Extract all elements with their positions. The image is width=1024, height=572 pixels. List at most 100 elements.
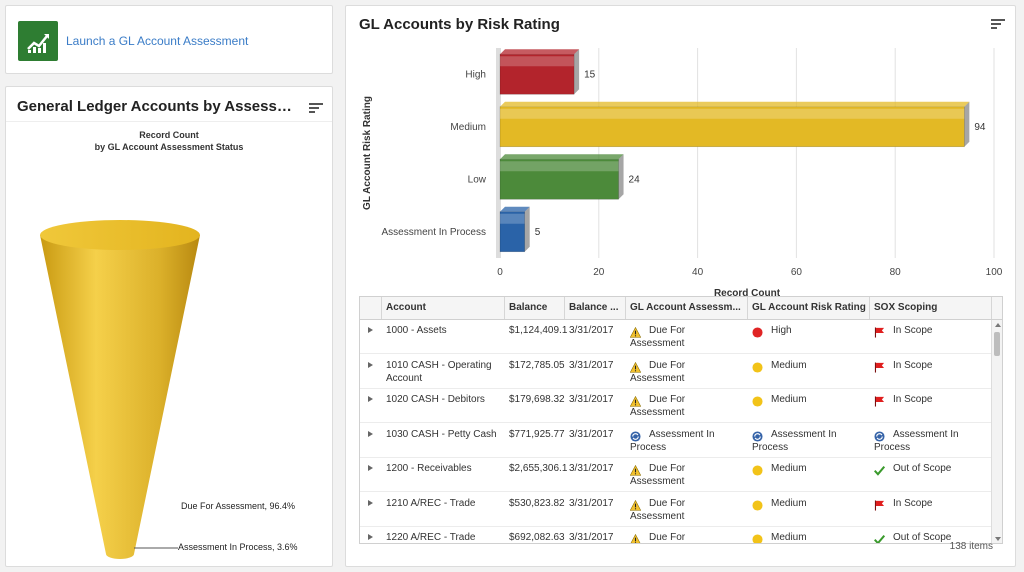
- header-balance[interactable]: Balance: [505, 297, 565, 319]
- expand-row-icon[interactable]: [368, 430, 373, 437]
- header-risk-rating[interactable]: GL Account Risk Rating: [748, 297, 870, 319]
- cell-balance-date: 3/31/2017: [569, 394, 614, 405]
- green-check-icon: [873, 463, 886, 476]
- expand-row-icon[interactable]: [368, 396, 373, 402]
- launch-panel: Launch a GL Account Assessment: [5, 5, 333, 74]
- cell-sox-scoping: Assessment In Process: [874, 428, 959, 453]
- category-label: High: [465, 69, 486, 80]
- menu-icon[interactable]: [309, 103, 323, 115]
- cell-account: 1010 CASH - Operating Account: [386, 359, 492, 384]
- expand-row-icon[interactable]: [368, 499, 373, 506]
- chart-trend-icon[interactable]: [18, 21, 58, 61]
- accounts-grid: Account Balance Balance ... GL Account A…: [359, 296, 1003, 544]
- in-process-icon: [752, 429, 763, 442]
- cell-risk-rating: Assessment In Process: [752, 428, 837, 453]
- cell-assessment-status: Due For Assessment: [630, 394, 686, 418]
- yellow-dot-icon: [752, 532, 763, 543]
- warning-icon: [629, 498, 642, 511]
- risk-bar-chart: 0 20 40 60 80 100 15 High 94 Medium 24 Low 5 Assessme…: [362, 48, 1003, 296]
- yellow-dot-icon: [752, 498, 763, 511]
- data-label: 24: [629, 174, 641, 185]
- table-row[interactable]: 1210 A/REC - Trade $530,823.82 3/31/2017 Du…: [360, 492, 992, 527]
- category-label: Low: [468, 174, 487, 185]
- cell-assessment-status: Assessment In Process: [630, 428, 715, 453]
- yellow-dot-icon: [752, 394, 763, 407]
- cell-risk-rating: Medium: [771, 532, 807, 543]
- expand-row-icon[interactable]: [368, 361, 373, 368]
- axis-wall: [496, 48, 500, 258]
- warning-icon: [629, 360, 642, 373]
- header-sox-scoping[interactable]: SOX Scoping: [870, 297, 992, 319]
- yellow-dot-icon: [752, 360, 763, 373]
- cell-balance: $179,698.32: [509, 394, 565, 405]
- expand-row-icon[interactable]: [368, 465, 373, 471]
- cell-balance-date: 3/31/2017: [569, 325, 614, 336]
- cell-balance: $771,925.77: [509, 428, 565, 440]
- cell-account: 1020 CASH - Debitors: [386, 394, 485, 405]
- chart-title: Record Count: [139, 130, 199, 140]
- launch-assessment-link[interactable]: Launch a GL Account Assessment: [66, 34, 249, 48]
- cell-balance: $172,785.05: [509, 359, 565, 371]
- funnel-label-due: Due For Assessment, 96.4%: [181, 501, 296, 511]
- cell-balance-date: 3/31/2017: [569, 497, 614, 509]
- cell-risk-rating: Medium: [771, 394, 807, 405]
- bar-highlight: [500, 213, 525, 224]
- menu-icon[interactable]: [991, 19, 1005, 31]
- header-expander: [360, 297, 382, 319]
- bar-side: [574, 49, 580, 95]
- bar-top: [500, 49, 580, 55]
- table-row[interactable]: 1010 CASH - Operating Account $172,785.05…: [360, 354, 992, 389]
- data-label: 5: [535, 227, 541, 238]
- warning-icon: [629, 394, 642, 407]
- category-label: Medium: [450, 122, 486, 133]
- table-row[interactable]: 1200 - Receivables $2,655,306.1 3/31/2017 D…: [360, 458, 992, 492]
- x-tick-label: 0: [497, 267, 503, 278]
- cell-account: 1210 A/REC - Trade: [386, 497, 476, 509]
- cell-sox-scoping: Out of Scope: [893, 532, 952, 543]
- cell-risk-rating: Medium: [771, 359, 807, 371]
- red-flag-icon: [874, 360, 885, 373]
- header-account[interactable]: Account: [382, 297, 505, 319]
- cell-balance-date: 3/31/2017: [569, 428, 614, 440]
- scroll-thumb[interactable]: [994, 332, 1000, 356]
- cell-balance: $530,823.82: [509, 497, 565, 509]
- red-flag-icon: [874, 325, 885, 338]
- funnel-segment-due: [40, 235, 200, 559]
- cell-balance: $2,655,306.1: [509, 463, 567, 474]
- table-row[interactable]: 1000 - Assets $1,124,409.1 3/31/2017 Due Fo…: [360, 320, 992, 354]
- cell-balance: $692,082.63: [509, 532, 565, 543]
- x-tick-label: 20: [593, 267, 605, 278]
- cell-account: 1200 - Receivables: [386, 463, 472, 474]
- bar-highlight: [500, 161, 619, 172]
- yellow-dot-icon: [752, 463, 763, 476]
- bar-top: [500, 101, 970, 107]
- expand-row-icon[interactable]: [368, 327, 373, 333]
- bar-top: [500, 154, 624, 160]
- header-assessment-status[interactable]: GL Account Assessm...: [626, 297, 748, 319]
- warning-icon: [629, 463, 642, 476]
- chart-subtitle: by GL Account Assessment Status: [94, 142, 244, 152]
- grid-scrollbar[interactable]: [991, 320, 1002, 543]
- cell-account: 1000 - Assets: [386, 325, 447, 336]
- cell-assessment-status: Due For Assessment: [649, 532, 686, 543]
- assessment-status-panel: General Ledger Accounts by Assessment S.…: [5, 86, 333, 567]
- y-axis-title: GL Account Risk Rating: [362, 96, 373, 210]
- in-process-icon: [874, 429, 885, 442]
- bar-side: [618, 154, 624, 200]
- warning-icon: [630, 532, 641, 543]
- header-balance-date[interactable]: Balance ...: [565, 297, 626, 319]
- bar-highlight: [500, 56, 575, 67]
- cell-sox-scoping: In Scope: [893, 359, 933, 371]
- cell-balance-date: 3/31/2017: [569, 463, 614, 474]
- table-row[interactable]: 1220 A/REC - Trade $692,082.63 3/31/2017 Du…: [360, 527, 992, 543]
- expand-row-icon[interactable]: [368, 534, 373, 540]
- in-process-icon: [630, 429, 641, 442]
- bar-side: [524, 206, 530, 252]
- table-row[interactable]: 1020 CASH - Debitors $179,698.32 3/31/2017…: [360, 389, 992, 423]
- cell-sox-scoping: In Scope: [893, 497, 933, 509]
- table-row[interactable]: 1030 CASH - Petty Cash $771,925.77 3/31/20…: [360, 423, 992, 458]
- funnel-chart: [40, 220, 200, 559]
- warning-icon: [629, 325, 642, 338]
- cell-risk-rating: High: [771, 325, 792, 336]
- cell-balance-date: 3/31/2017: [569, 359, 614, 371]
